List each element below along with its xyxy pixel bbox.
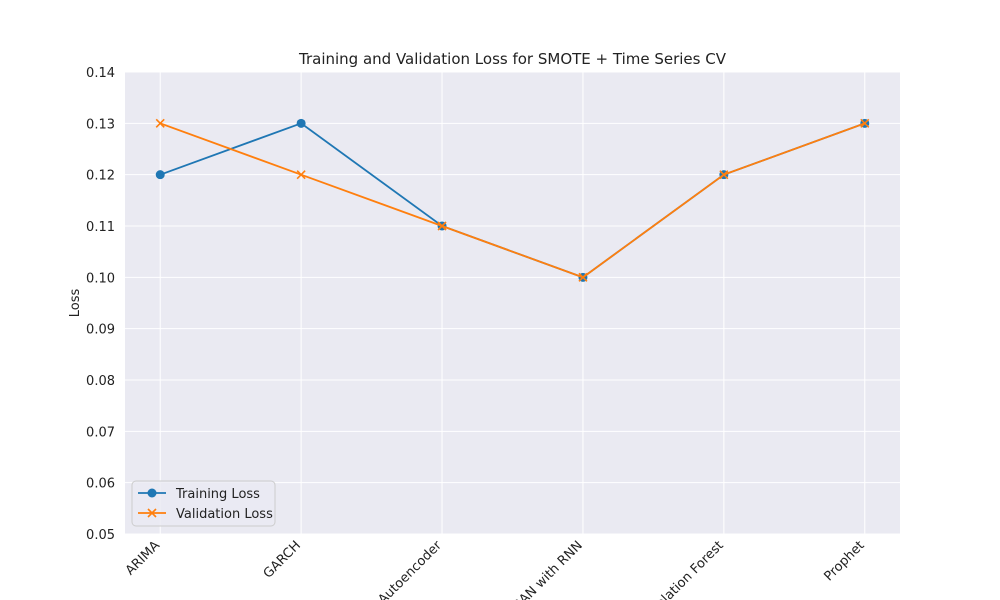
y-tick-label: 0.14 (86, 66, 115, 81)
legend-marker (147, 508, 157, 518)
y-tick-label: 0.07 (86, 425, 115, 440)
series-line (159, 122, 866, 279)
legend-box (131, 480, 276, 527)
x-tick-label: GARCH (261, 538, 304, 581)
legend-marker (147, 488, 157, 498)
y-tick-label: 0.06 (86, 477, 115, 492)
chart-title: Training and Validation Loss for SMOTE +… (298, 50, 727, 68)
data-point (155, 170, 165, 180)
x-tick-label: Prophet (821, 538, 867, 584)
data-point (437, 221, 447, 231)
legend-item: Training Loss (138, 487, 260, 502)
x-tick-label: ARIMA (123, 538, 163, 578)
series-1 (155, 118, 870, 282)
data-point (860, 118, 870, 128)
plot-area (125, 72, 900, 534)
data-point (296, 118, 306, 128)
legend-label: Validation Loss (176, 507, 273, 522)
data-point (719, 170, 729, 180)
data-point (155, 118, 165, 128)
x-tick-label: GAN with RNN (509, 538, 585, 600)
y-tick-label: 0.09 (86, 323, 115, 338)
y-axis: 0.05 0.06 0.07 0.08 0.09 0.10 0.11 0.12 0.13 0.14 (86, 66, 115, 543)
y-tick-label: 0.10 (86, 271, 115, 286)
x-tick-label: Isolation Forest (646, 538, 727, 600)
y-tick-label: 0.08 (86, 374, 115, 389)
legend: Training Loss Validation Loss (131, 480, 276, 527)
y-tick-label: 0.12 (86, 169, 115, 184)
legend-label: Training Loss (175, 487, 260, 502)
y-tick-label: 0.11 (86, 220, 115, 235)
data-point (296, 170, 306, 180)
y-tick-label: 0.13 (86, 117, 115, 132)
legend-item: Validation Loss (138, 507, 273, 522)
y-tick-label: 0.05 (86, 528, 115, 543)
data-point (578, 272, 588, 282)
series-layer (155, 118, 870, 282)
x-tick-label: Autoencoder (375, 538, 445, 600)
x-axis: ARIMA GARCH Autoencoder GAN with RNN Isolati… (123, 538, 868, 600)
grid (125, 71, 900, 535)
y-axis-label: Loss (68, 289, 83, 318)
